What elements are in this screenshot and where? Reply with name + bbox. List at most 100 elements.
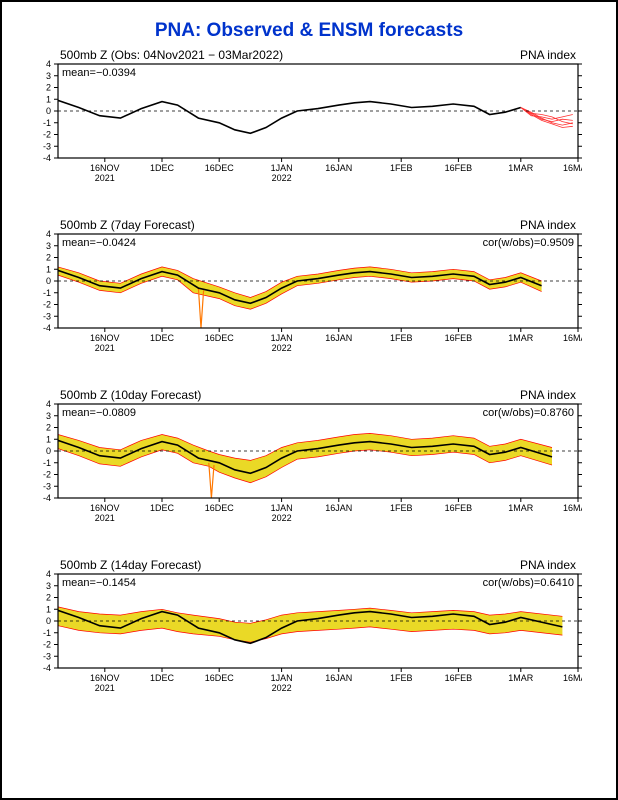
svg-text:-1: -1 xyxy=(43,628,51,638)
svg-text:16FEB: 16FEB xyxy=(445,673,473,683)
svg-text:500mb Z (10day Forecast): 500mb Z (10day Forecast) xyxy=(60,388,201,402)
svg-text:16MAR: 16MAR xyxy=(563,503,582,513)
svg-text:-1: -1 xyxy=(43,458,51,468)
svg-text:16MAR: 16MAR xyxy=(563,673,582,683)
svg-text:4: 4 xyxy=(46,569,51,579)
svg-text:-1: -1 xyxy=(43,118,51,128)
svg-text:2021: 2021 xyxy=(95,173,115,183)
chart-panel-1: -4-4-3-3-2-2-1-1001122334416NOV20211DEC1… xyxy=(22,216,582,378)
svg-text:-4: -4 xyxy=(43,323,51,333)
chart-page: PNA: Observed & ENSM forecasts -4-4-3-3-… xyxy=(0,0,618,800)
svg-text:1: 1 xyxy=(46,264,51,274)
svg-text:0: 0 xyxy=(46,446,51,456)
svg-text:2022: 2022 xyxy=(272,343,292,353)
svg-text:500mb Z (7day Forecast): 500mb Z (7day Forecast) xyxy=(60,218,195,232)
svg-text:-4: -4 xyxy=(43,493,51,503)
svg-text:1JAN: 1JAN xyxy=(271,333,293,343)
main-title: PNA: Observed & ENSM forecasts xyxy=(2,2,616,46)
svg-text:3: 3 xyxy=(46,581,51,591)
svg-text:16DEC: 16DEC xyxy=(205,333,235,343)
svg-text:1: 1 xyxy=(46,94,51,104)
svg-text:1: 1 xyxy=(46,604,51,614)
svg-text:-2: -2 xyxy=(43,640,51,650)
svg-text:4: 4 xyxy=(46,229,51,239)
svg-text:16JAN: 16JAN xyxy=(325,333,352,343)
svg-text:1JAN: 1JAN xyxy=(271,163,293,173)
svg-text:2: 2 xyxy=(46,253,51,263)
chart-panel-0: -4-4-3-3-2-2-1-1001122334416NOV20211DEC1… xyxy=(22,46,582,208)
panel-2: -4-4-3-3-2-2-1-1001122334416NOV20211DEC1… xyxy=(22,386,596,548)
svg-text:1FEB: 1FEB xyxy=(390,333,413,343)
svg-text:mean=−0.0809: mean=−0.0809 xyxy=(62,407,136,419)
svg-text:-2: -2 xyxy=(43,470,51,480)
chart-panel-2: -4-4-3-3-2-2-1-1001122334416NOV20211DEC1… xyxy=(22,386,582,548)
svg-text:2: 2 xyxy=(46,593,51,603)
svg-text:mean=−0.0424: mean=−0.0424 xyxy=(62,237,136,249)
svg-text:1FEB: 1FEB xyxy=(390,163,413,173)
svg-text:1JAN: 1JAN xyxy=(271,503,293,513)
svg-text:16JAN: 16JAN xyxy=(325,503,352,513)
svg-text:-4: -4 xyxy=(43,663,51,673)
svg-text:1FEB: 1FEB xyxy=(390,673,413,683)
svg-text:2022: 2022 xyxy=(272,683,292,693)
svg-text:2022: 2022 xyxy=(272,513,292,523)
svg-text:-4: -4 xyxy=(43,153,51,163)
svg-text:PNA index: PNA index xyxy=(520,48,576,62)
svg-text:-3: -3 xyxy=(43,141,51,151)
svg-text:1DEC: 1DEC xyxy=(150,503,175,513)
svg-text:1DEC: 1DEC xyxy=(150,163,175,173)
svg-text:1MAR: 1MAR xyxy=(508,673,534,683)
svg-text:2022: 2022 xyxy=(272,173,292,183)
svg-text:16FEB: 16FEB xyxy=(445,333,473,343)
svg-text:500mb Z (Obs: 04Nov2021 − 03Ma: 500mb Z (Obs: 04Nov2021 − 03Mar2022) xyxy=(60,48,283,62)
svg-text:PNA index: PNA index xyxy=(520,388,576,402)
panels-container: -4-4-3-3-2-2-1-1001122334416NOV20211DEC1… xyxy=(2,46,616,718)
svg-text:1MAR: 1MAR xyxy=(508,333,534,343)
svg-text:mean=−0.0394: mean=−0.0394 xyxy=(62,67,136,79)
svg-text:cor(w/obs)=0.9509: cor(w/obs)=0.9509 xyxy=(483,237,574,249)
svg-text:1MAR: 1MAR xyxy=(508,163,534,173)
svg-text:500mb Z (14day Forecast): 500mb Z (14day Forecast) xyxy=(60,558,201,572)
svg-text:16NOV: 16NOV xyxy=(90,503,120,513)
svg-text:16NOV: 16NOV xyxy=(90,673,120,683)
svg-text:2021: 2021 xyxy=(95,343,115,353)
svg-text:cor(w/obs)=0.6410: cor(w/obs)=0.6410 xyxy=(483,577,574,589)
svg-text:2021: 2021 xyxy=(95,683,115,693)
chart-panel-3: -4-4-3-3-2-2-1-1001122334416NOV20211DEC1… xyxy=(22,556,582,718)
svg-text:16JAN: 16JAN xyxy=(325,673,352,683)
svg-text:1FEB: 1FEB xyxy=(390,503,413,513)
panel-3: -4-4-3-3-2-2-1-1001122334416NOV20211DEC1… xyxy=(22,556,596,718)
svg-text:16MAR: 16MAR xyxy=(563,163,582,173)
svg-text:16DEC: 16DEC xyxy=(205,163,235,173)
svg-text:1MAR: 1MAR xyxy=(508,503,534,513)
svg-text:1: 1 xyxy=(46,434,51,444)
panel-1: -4-4-3-3-2-2-1-1001122334416NOV20211DEC1… xyxy=(22,216,596,378)
svg-text:cor(w/obs)=0.8760: cor(w/obs)=0.8760 xyxy=(483,407,574,419)
svg-text:4: 4 xyxy=(46,59,51,69)
svg-text:2021: 2021 xyxy=(95,513,115,523)
svg-text:16JAN: 16JAN xyxy=(325,163,352,173)
svg-text:1DEC: 1DEC xyxy=(150,333,175,343)
svg-text:16FEB: 16FEB xyxy=(445,503,473,513)
svg-text:PNA index: PNA index xyxy=(520,218,576,232)
svg-text:16DEC: 16DEC xyxy=(205,673,235,683)
svg-text:3: 3 xyxy=(46,71,51,81)
panel-0: -4-4-3-3-2-2-1-1001122334416NOV20211DEC1… xyxy=(22,46,596,208)
svg-text:1JAN: 1JAN xyxy=(271,673,293,683)
svg-text:-1: -1 xyxy=(43,288,51,298)
svg-text:-3: -3 xyxy=(43,311,51,321)
svg-text:-2: -2 xyxy=(43,300,51,310)
svg-text:0: 0 xyxy=(46,276,51,286)
svg-text:16NOV: 16NOV xyxy=(90,163,120,173)
svg-text:4: 4 xyxy=(46,399,51,409)
svg-text:0: 0 xyxy=(46,106,51,116)
svg-text:3: 3 xyxy=(46,411,51,421)
svg-text:16FEB: 16FEB xyxy=(445,163,473,173)
svg-text:-3: -3 xyxy=(43,651,51,661)
svg-text:2: 2 xyxy=(46,423,51,433)
svg-text:mean=−0.1454: mean=−0.1454 xyxy=(62,577,136,589)
svg-text:-2: -2 xyxy=(43,130,51,140)
svg-text:0: 0 xyxy=(46,616,51,626)
svg-text:2: 2 xyxy=(46,83,51,93)
svg-text:16DEC: 16DEC xyxy=(205,503,235,513)
